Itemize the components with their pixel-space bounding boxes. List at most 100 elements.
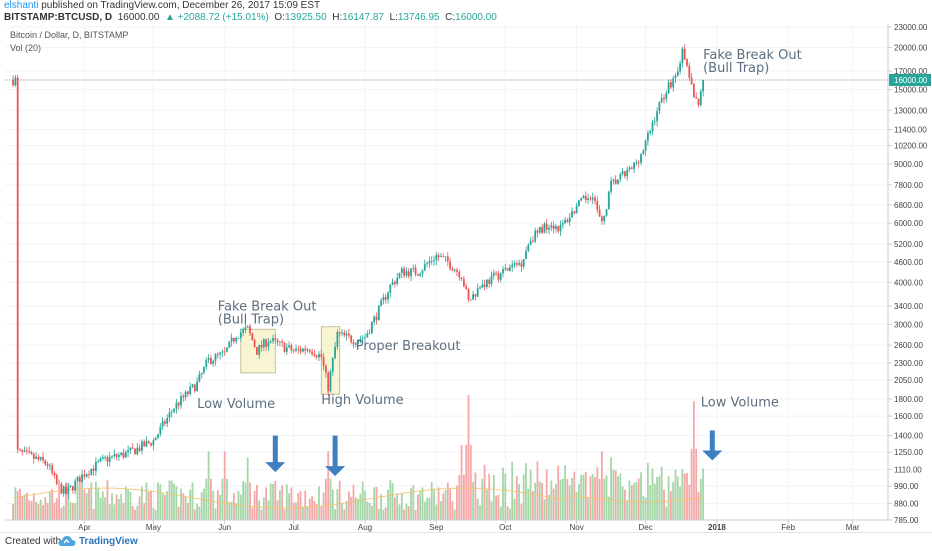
price-tick-0: 785.00 (894, 516, 919, 525)
volume-bar (285, 484, 288, 520)
candle-body (350, 335, 353, 343)
candle-body (548, 227, 550, 230)
candle-body (617, 179, 619, 184)
volume-bar (663, 489, 665, 520)
candle-body (561, 223, 564, 225)
ohlc-open: 13925.50 (284, 12, 327, 23)
candle-body (106, 456, 109, 462)
volume-bar (32, 493, 35, 520)
candle-body (582, 195, 585, 199)
candle-body (28, 451, 31, 453)
time-axis[interactable]: Apr May Jun Jul Aug Sep Oct Nov Dec 2018 Feb Mar (5, 519, 888, 532)
annotation-0: Fake Break Out (Bull Trap) (218, 299, 317, 327)
candle-body (676, 71, 679, 76)
candle-body (62, 486, 65, 494)
candle-body (235, 338, 238, 342)
candle-body (214, 354, 217, 361)
volume-bar (46, 503, 49, 520)
chart-grid (5, 24, 888, 521)
price-tick-4: 1250.00 (894, 448, 923, 457)
candle-body (626, 169, 629, 177)
candle-body (371, 322, 373, 334)
candle-body (58, 483, 60, 485)
volume-bar (527, 488, 530, 520)
volume-bar (345, 500, 348, 520)
volume-bar (578, 483, 580, 520)
candle-body (288, 345, 290, 348)
candle-body (421, 270, 424, 274)
candle-body (426, 263, 428, 265)
candle-body (51, 465, 54, 474)
volume-bar (329, 478, 332, 520)
candle-body (274, 338, 277, 340)
candle-body (281, 341, 284, 343)
candle-body (683, 48, 686, 60)
volume-bar (467, 395, 470, 520)
volume-bar (106, 480, 109, 520)
volume-bar (74, 502, 77, 520)
price-tick-17: 6800.00 (894, 201, 923, 210)
author-link[interactable]: elshanti (4, 0, 39, 11)
volume-bar (55, 498, 58, 520)
volume-bar (490, 501, 493, 520)
time-tick-Nov: Nov (569, 523, 583, 532)
price-tick-15: 5200.00 (894, 240, 923, 249)
volume-bar (481, 478, 484, 520)
candle-body (285, 347, 288, 352)
candle-body (104, 456, 106, 458)
volume-bar (334, 509, 336, 520)
candle-body (446, 256, 449, 262)
candle-body (157, 434, 159, 439)
volume-bar (686, 472, 688, 520)
tradingview-cloud-icon[interactable] (57, 534, 77, 551)
volume-bar (196, 503, 198, 520)
volume-bar (621, 486, 624, 520)
volume-bar (69, 502, 72, 520)
candle-body (428, 261, 431, 264)
volume-bar (184, 496, 187, 520)
legend-title[interactable]: Bitcoin / Dollar, D, BITSTAMP (10, 30, 129, 40)
candle-body (239, 332, 242, 338)
candle-body (180, 395, 182, 406)
candle-body (92, 468, 95, 471)
price-tick-23: 15000.00 (894, 85, 928, 94)
volume-bar (357, 498, 359, 520)
candle-body (246, 326, 249, 328)
ohlc-low-label: L: (389, 12, 398, 23)
candle-body (377, 305, 380, 320)
price-tick-18: 7800.00 (894, 181, 923, 190)
candle-body (660, 97, 663, 103)
candle-body (679, 63, 681, 72)
candle-body (95, 461, 97, 471)
candle-body (60, 483, 63, 494)
volume-bar (113, 504, 116, 520)
volume-bar (582, 474, 585, 520)
volume-bar (410, 488, 412, 520)
volume-bar (173, 483, 175, 520)
candle-body (382, 297, 385, 301)
volume-bar (426, 497, 428, 520)
candle-body (414, 267, 417, 275)
candle-body (12, 79, 14, 86)
volume-bar (101, 491, 104, 520)
time-tick-Feb: Feb (781, 523, 795, 532)
candle-body (400, 268, 403, 273)
candle-body (233, 337, 235, 342)
publish-line: elshanti published on TradingView.com, D… (4, 0, 320, 11)
candle-body (529, 240, 532, 245)
candle-body (168, 412, 171, 418)
price-axis[interactable]: 785.00 880.00 990.00 1110.00 1250.00 1400.00 1… (887, 23, 931, 525)
tradingview-brand[interactable]: TradingView (79, 536, 138, 547)
price-tick-21: 11400.00 (894, 125, 927, 134)
legend-volume[interactable]: Vol (20) (10, 43, 42, 53)
candle-body (313, 354, 316, 356)
candle-body (658, 102, 661, 112)
volume-bar (175, 486, 178, 520)
candle-body (249, 326, 251, 334)
volume-bar (152, 507, 155, 520)
volume-bar (499, 506, 502, 520)
candle-body (373, 316, 376, 323)
candle-body (596, 201, 599, 210)
time-tick-2018: 2018 (708, 523, 726, 532)
